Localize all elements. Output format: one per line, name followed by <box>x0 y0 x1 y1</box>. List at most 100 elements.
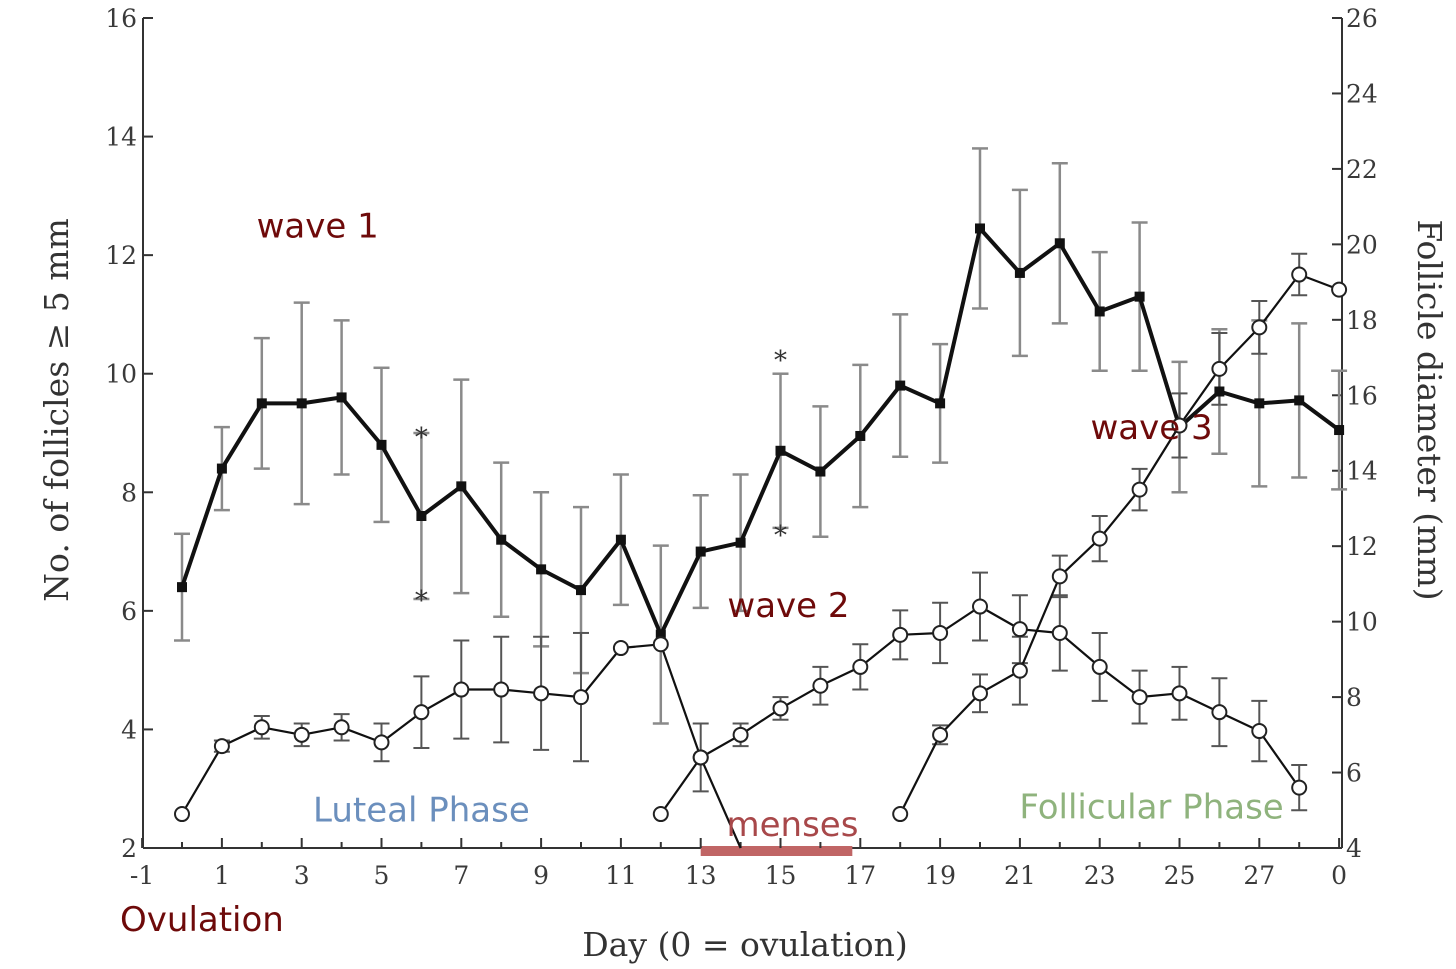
y-left-tick-label: 4 <box>121 715 137 744</box>
y-left-tick-label: 6 <box>121 597 137 626</box>
data-point-circle <box>972 598 988 615</box>
data-point-circle <box>1211 704 1228 721</box>
significance-asterisk: * <box>774 521 787 551</box>
data-point-circle <box>1251 723 1268 740</box>
y-left-tick-label: 14 <box>105 123 137 152</box>
y-left-tick-label: 10 <box>105 360 137 389</box>
annotation-wave-2: wave 2 <box>727 586 849 626</box>
data-point-circle <box>852 658 869 675</box>
data-point-square <box>177 582 187 593</box>
x-tick-label: 15 <box>765 861 797 890</box>
data-point-circle <box>612 640 629 657</box>
menses-bar <box>700 846 853 856</box>
data-point-circle <box>1051 568 1068 585</box>
data-point-circle <box>652 806 669 823</box>
data-point-circle <box>1211 360 1228 377</box>
data-point-circle <box>732 726 749 743</box>
data-point-square <box>336 392 347 403</box>
series-line-3 <box>899 273 1340 815</box>
y-left-tick-label: 12 <box>105 241 137 270</box>
data-point-circle <box>1171 417 1188 434</box>
data-point-circle <box>1091 658 1108 675</box>
data-point-circle <box>293 726 310 743</box>
y-right-tick-label: 12 <box>1346 532 1378 561</box>
x-tick-label: 5 <box>374 861 390 890</box>
significance-asterisk: * <box>415 423 428 453</box>
annotation-wave-1: wave 1 <box>257 206 379 246</box>
data-point-square <box>935 398 946 409</box>
x-tick-label: 27 <box>1243 861 1275 890</box>
data-point-circle <box>772 700 789 717</box>
data-point-circle <box>333 719 350 736</box>
x-tick-label: 9 <box>533 861 549 890</box>
data-point-circle <box>1171 685 1188 702</box>
data-point-square <box>216 463 227 474</box>
data-point-circle <box>213 738 230 755</box>
data-point-square <box>1254 398 1265 409</box>
data-point-circle <box>1291 779 1308 796</box>
data-point-circle <box>892 626 909 643</box>
y-right-tick-label: 18 <box>1346 306 1378 335</box>
data-point-circle <box>413 704 430 721</box>
data-point-square <box>456 481 467 492</box>
data-point-circle <box>1131 481 1148 498</box>
x-tick-label: -1 <box>130 861 154 890</box>
data-point-square <box>615 534 626 545</box>
annotation-wave-3: wave 3 <box>1091 408 1213 448</box>
data-point-circle <box>1291 266 1308 283</box>
y-right-tick-label: 10 <box>1346 608 1378 637</box>
y-left-tick-label: 16 <box>105 4 137 33</box>
y-right-tick-label: 4 <box>1346 834 1362 863</box>
y-right-tick-label: 20 <box>1346 230 1378 259</box>
x-tick-label: 0 <box>1331 861 1347 890</box>
y-left-tick-label: 2 <box>121 834 137 863</box>
significance-asterisk: * <box>774 346 787 376</box>
data-point-circle <box>1331 281 1348 298</box>
data-point-square <box>576 585 586 596</box>
annotations: * * * * wave 1 wave 2 wave 3 Luteal Phase menses… <box>120 206 1284 940</box>
x-tick-label: 25 <box>1164 861 1196 890</box>
data-point-square <box>815 466 826 477</box>
data-point-circle <box>652 636 669 653</box>
y-right-tick-label: 26 <box>1346 4 1378 33</box>
y-axis-right-label: Follicle diameter (mm) <box>1410 219 1449 600</box>
annotation-follicular-phase: Follicular Phase <box>1019 787 1283 827</box>
x-tick-label: 1 <box>214 861 230 890</box>
significance-asterisk: * <box>415 586 428 616</box>
y-right-tick-label: 24 <box>1346 79 1378 108</box>
axes <box>142 18 1343 856</box>
data-point-circle <box>373 734 390 751</box>
data-point-circle <box>573 689 589 706</box>
data-point-square <box>855 430 866 441</box>
x-tick-label: 21 <box>1004 861 1036 890</box>
data-point-square <box>975 223 985 234</box>
series-line-0 <box>180 226 1341 637</box>
data-point-circle <box>1251 319 1268 336</box>
data-point-circle <box>174 806 190 823</box>
data-point-square <box>1134 291 1145 302</box>
x-tick-label: 23 <box>1084 861 1116 890</box>
data-point-square <box>655 629 666 640</box>
data-point-square <box>256 398 267 409</box>
y-right-tick-label: 14 <box>1346 457 1378 486</box>
x-tick-label: 17 <box>844 861 876 890</box>
y-axis-left-label: No. of follicles ≥ 5 mm <box>37 218 76 602</box>
y-right-tick-label: 16 <box>1346 381 1378 410</box>
data-point-square <box>296 398 307 409</box>
data-point-circle <box>533 685 550 702</box>
x-tick-label: 3 <box>294 861 310 890</box>
data-point-square <box>1054 238 1065 249</box>
data-point-circle <box>453 681 470 698</box>
data-point-circle <box>1131 689 1148 706</box>
data-point-circle <box>493 681 510 698</box>
data-point-square <box>1334 425 1345 436</box>
data-point-circle <box>932 624 949 641</box>
data-point-square <box>1014 267 1025 278</box>
x-tick-label: 13 <box>685 861 717 890</box>
series-lines <box>180 226 1341 849</box>
data-point-square <box>376 439 387 450</box>
x-tick-label: 7 <box>453 861 469 890</box>
data-point-circle <box>1011 621 1028 638</box>
x-axis-label: Day (0 = ovulation) <box>582 925 908 964</box>
